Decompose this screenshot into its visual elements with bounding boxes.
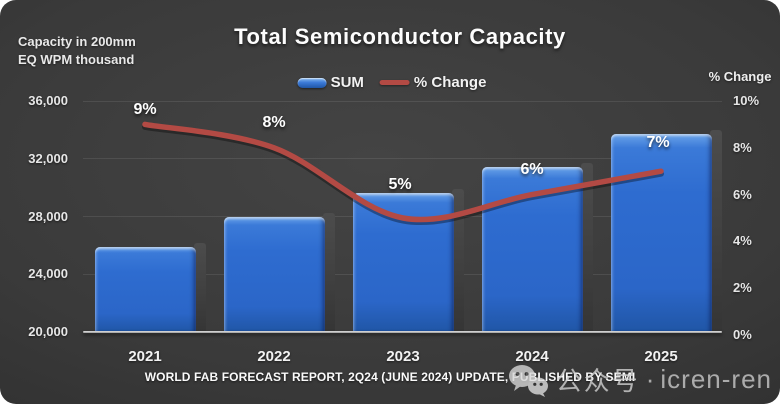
right-axis-tick: 2% [733,280,752,296]
left-axis-tick: 32,000 [28,150,68,166]
right-axis-tick: 6% [733,186,752,202]
left-axis-tick: 36,000 [28,93,68,108]
x-axis-label-2021: 2021 [128,348,162,365]
bar-side-3d [451,189,464,332]
watermark-handle: icren-ren [660,364,772,394]
line-series-marker-icon [379,80,410,85]
legend: SUM % Change [297,74,487,91]
legend-item-sum: SUM [297,74,364,91]
bar-side-3d [322,212,335,332]
bar-2022 [223,216,325,332]
left-axis-tick: 20,000 [28,324,68,339]
bar-side-3d [709,130,722,332]
watermark-separator: · [645,364,655,394]
right-axis-tick: 4% [733,233,752,249]
x-axis-baseline [83,330,722,333]
pct-label-2022: 8% [262,113,286,131]
x-axis-label-2025: 2025 [644,348,678,365]
right-axis-tick: 10% [733,93,760,108]
left-axis-tick: 28,000 [28,208,68,224]
legend-item-pct-change: % Change [379,74,487,91]
left-axis-title: Capacity in 200mm EQ WPM thousand [18,33,136,69]
bar-2025 [610,134,712,332]
watermark-text-cn: 公众号 [555,366,640,396]
bar-series-marker-icon [297,77,327,88]
pct-label-2024: 6% [520,160,544,178]
bar-2024 [481,166,583,332]
left-axis-title-line1: Capacity in 200mm [18,34,136,49]
chart-title: Total Semiconductor Capacity [234,24,566,49]
x-axis-label-2022: 2022 [257,348,291,365]
pct-label-2025: 7% [646,134,670,152]
legend-label-pct-change: % Change [413,74,487,91]
wechat-icon [508,364,548,397]
left-axis-title-line2: EQ WPM thousand [18,52,135,68]
right-axis-tick: 0% [733,327,752,342]
right-axis-tick: 8% [733,139,752,155]
gridline [83,100,722,102]
x-axis-label-2024: 2024 [515,348,549,365]
bar-2021 [94,246,196,332]
x-axis-label-2023: 2023 [386,348,420,365]
pct-label-2023: 5% [388,176,412,193]
bar-side-3d [193,242,206,332]
watermark: 公众号 · icren-ren [506,361,772,398]
pct-label-2021: 9% [133,101,157,119]
legend-label-sum: SUM [330,74,364,91]
bar-2023 [352,193,454,332]
left-axis-tick: 24,000 [28,266,68,282]
right-axis-title: % Change [708,69,772,84]
